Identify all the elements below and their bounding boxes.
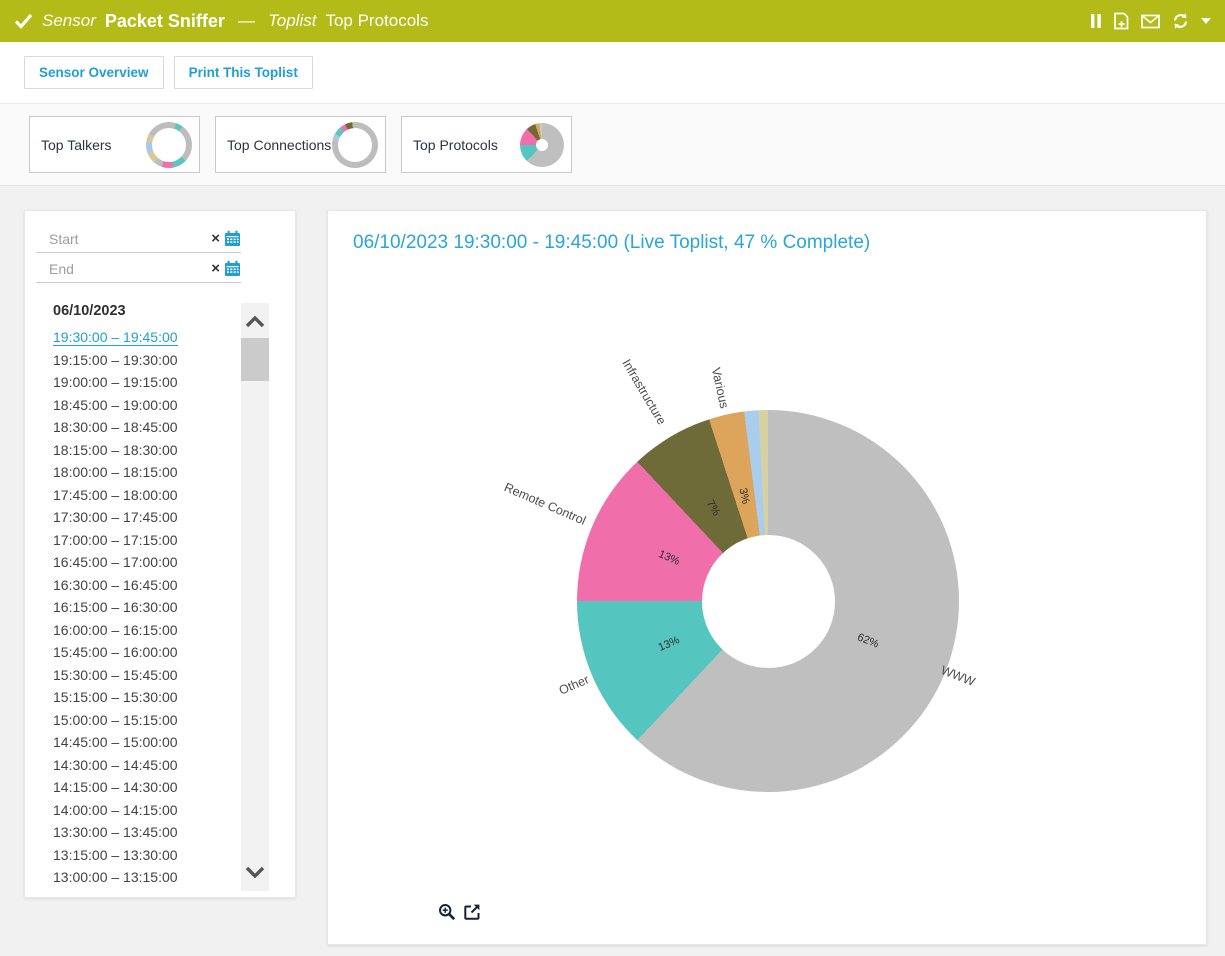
interval-item[interactable]: 14:15:00 – 14:30:00: [53, 776, 233, 799]
chart-footer-icons: [438, 903, 481, 921]
interval-item[interactable]: 17:45:00 – 18:00:00: [53, 484, 233, 507]
interval-item[interactable]: 18:00:00 – 18:15:00: [53, 461, 233, 484]
tab-label: Top Connections: [227, 137, 331, 153]
refresh-icon[interactable]: [1171, 12, 1190, 30]
tab-top-talkers[interactable]: Top Talkers: [29, 116, 200, 173]
zoom-in-icon[interactable]: [438, 903, 456, 921]
interval-item[interactable]: 15:45:00 – 16:00:00: [53, 641, 233, 664]
interval-item[interactable]: 13:30:00 – 13:45:00: [53, 821, 233, 844]
sensor-name: Packet Sniffer: [105, 11, 225, 32]
check-icon: [14, 13, 33, 29]
slice-name-label: Remote Control: [502, 481, 588, 529]
tab-label: Top Talkers: [41, 137, 112, 153]
interval-item[interactable]: 16:45:00 – 17:00:00: [53, 551, 233, 574]
toolbar: Sensor Overview Print This Toplist: [0, 42, 1225, 104]
interval-item[interactable]: 16:15:00 – 16:30:00: [53, 596, 233, 619]
interval-item[interactable]: 13:00:00 – 13:15:00: [53, 866, 233, 889]
tab-top-protocols[interactable]: Top Protocols: [401, 116, 572, 173]
interval-item[interactable]: 16:30:00 – 16:45:00: [53, 574, 233, 597]
scrollbar-thumb[interactable]: [241, 338, 269, 381]
interval-scrollbar[interactable]: [241, 303, 269, 891]
scroll-up-icon[interactable]: [241, 307, 269, 337]
interval-item[interactable]: 18:45:00 – 19:00:00: [53, 394, 233, 417]
interval-date-header: 06/10/2023: [53, 303, 126, 319]
donut-chart-icon: [520, 123, 564, 167]
clear-end-icon[interactable]: ×: [211, 261, 220, 276]
print-toplist-button[interactable]: Print This Toplist: [174, 56, 313, 89]
clear-start-icon[interactable]: ×: [211, 231, 220, 246]
sensor-overview-button[interactable]: Sensor Overview: [24, 56, 164, 89]
toplist-tabs: Top Talkers Top Connections Top Protocol…: [0, 104, 1225, 186]
slice-name-label: Other: [557, 672, 591, 697]
interval-sidebar: × ×: [24, 210, 296, 898]
interval-item[interactable]: 15:00:00 – 15:15:00: [53, 709, 233, 732]
start-field-row: ×: [36, 225, 241, 253]
interval-item[interactable]: 15:15:00 – 15:30:00: [53, 686, 233, 709]
end-date-input[interactable]: [36, 261, 207, 277]
donut-chart[interactable]: [577, 410, 959, 792]
tab-top-connections[interactable]: Top Connections: [215, 116, 386, 173]
interval-item[interactable]: 18:15:00 – 18:30:00: [53, 439, 233, 462]
toplist-chart-panel: 06/10/2023 19:30:00 - 19:45:00 (Live Top…: [327, 210, 1207, 945]
header-dash: —: [238, 11, 255, 31]
chart-title: 06/10/2023 19:30:00 - 19:45:00 (Live Top…: [353, 232, 870, 254]
interval-item[interactable]: 14:30:00 – 14:45:00: [53, 754, 233, 777]
chord-diagram-icon: [332, 122, 378, 168]
sensor-type-label: Sensor: [42, 11, 96, 31]
add-report-icon[interactable]: [1113, 12, 1130, 30]
tab-label: Top Protocols: [413, 137, 498, 153]
end-calendar-icon[interactable]: [224, 260, 241, 277]
email-icon[interactable]: [1141, 14, 1160, 29]
start-date-input[interactable]: [36, 231, 207, 247]
interval-item[interactable]: 19:15:00 – 19:30:00: [53, 349, 233, 372]
donut-chart-area: 62%WWW13%Other13%Remote Control7%Infrast…: [577, 410, 959, 792]
pause-icon[interactable]: [1090, 13, 1102, 29]
toplist-type-label: Toplist: [268, 11, 317, 31]
end-field-row: ×: [36, 255, 241, 283]
slice-name-label: Various: [709, 366, 732, 410]
chord-diagram-icon: [146, 122, 192, 168]
interval-item[interactable]: 18:30:00 – 18:45:00: [53, 416, 233, 439]
interval-item[interactable]: 17:00:00 – 17:15:00: [53, 529, 233, 552]
header-icon-group: [1090, 12, 1211, 30]
slice-name-label: Infrastructure: [620, 357, 670, 428]
interval-item[interactable]: 14:00:00 – 14:15:00: [53, 799, 233, 822]
interval-item[interactable]: 19:30:00 – 19:45:00: [53, 326, 233, 349]
interval-list: 19:30:00 – 19:45:0019:15:00 – 19:30:0019…: [53, 326, 233, 889]
interval-item[interactable]: 16:00:00 – 16:15:00: [53, 619, 233, 642]
interval-item[interactable]: 15:30:00 – 15:45:00: [53, 664, 233, 687]
interval-item[interactable]: 17:30:00 – 17:45:00: [53, 506, 233, 529]
caret-down-icon[interactable]: [1201, 18, 1211, 24]
interval-item[interactable]: 19:00:00 – 19:15:00: [53, 371, 233, 394]
interval-item[interactable]: 13:15:00 – 13:30:00: [53, 844, 233, 867]
external-link-icon[interactable]: [463, 903, 481, 921]
scroll-down-icon[interactable]: [241, 857, 269, 887]
start-calendar-icon[interactable]: [224, 230, 241, 247]
toplist-name: Top Protocols: [325, 11, 428, 31]
app-header: Sensor Packet Sniffer — Toplist Top Prot…: [0, 0, 1225, 42]
interval-item[interactable]: 14:45:00 – 15:00:00: [53, 731, 233, 754]
